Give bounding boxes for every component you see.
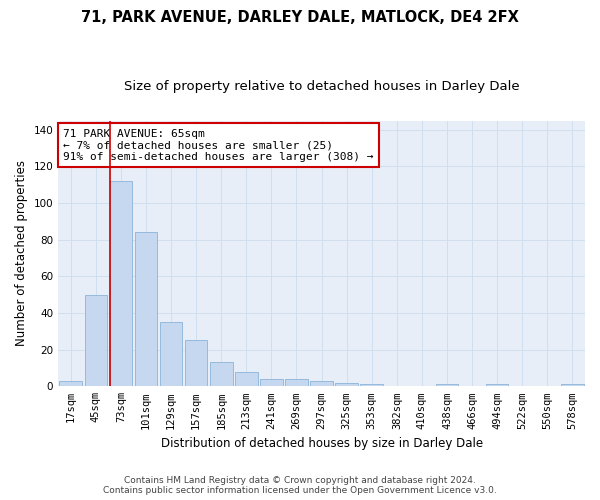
Bar	[110, 181, 132, 386]
Bar	[436, 384, 458, 386]
Title: Size of property relative to detached houses in Darley Dale: Size of property relative to detached ho…	[124, 80, 520, 93]
Bar	[235, 372, 257, 386]
Bar	[486, 384, 508, 386]
Text: 71, PARK AVENUE, DARLEY DALE, MATLOCK, DE4 2FX: 71, PARK AVENUE, DARLEY DALE, MATLOCK, D…	[81, 10, 519, 25]
Bar	[134, 232, 157, 386]
Bar	[561, 384, 584, 386]
Bar	[285, 379, 308, 386]
Y-axis label: Number of detached properties: Number of detached properties	[15, 160, 28, 346]
Bar	[160, 322, 182, 386]
Bar	[185, 340, 208, 386]
Bar	[59, 381, 82, 386]
Bar	[260, 379, 283, 386]
Bar	[85, 294, 107, 386]
X-axis label: Distribution of detached houses by size in Darley Dale: Distribution of detached houses by size …	[161, 437, 482, 450]
Text: Contains HM Land Registry data © Crown copyright and database right 2024.
Contai: Contains HM Land Registry data © Crown c…	[103, 476, 497, 495]
Bar	[310, 381, 333, 386]
Bar	[335, 382, 358, 386]
Bar	[361, 384, 383, 386]
Bar	[210, 362, 233, 386]
Text: 71 PARK AVENUE: 65sqm
← 7% of detached houses are smaller (25)
91% of semi-detac: 71 PARK AVENUE: 65sqm ← 7% of detached h…	[64, 128, 374, 162]
